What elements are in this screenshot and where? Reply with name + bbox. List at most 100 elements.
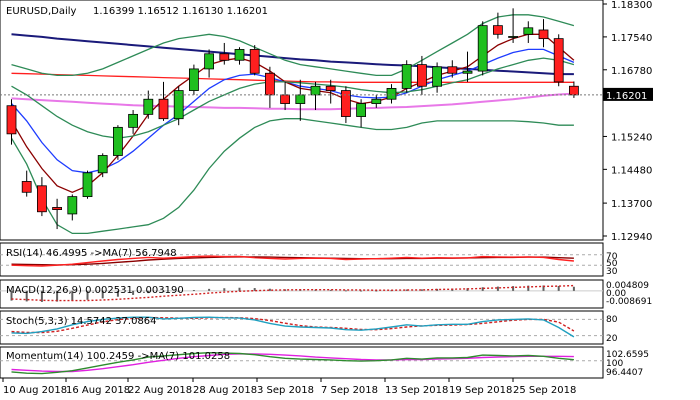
macd-level-zero: 0.00 — [606, 289, 626, 299]
macd-histogram-bar — [208, 288, 211, 291]
bullish-candle — [462, 70, 473, 74]
moving-average-line — [11, 57, 575, 139]
date-tick-label: 22 Aug 2018 — [128, 385, 192, 396]
date-tick-label: 28 Aug 2018 — [193, 385, 257, 396]
bearish-candle — [249, 49, 260, 74]
stoch-level-80: 80 — [606, 315, 618, 325]
rsi-pane-frame — [0, 242, 604, 277]
bearish-candle — [264, 72, 275, 96]
moving-average-line — [10, 118, 574, 235]
price-tick-label: 1.15240 — [611, 132, 652, 143]
rsi-level-70: 70 — [606, 252, 618, 262]
macd-histogram-bar — [375, 290, 378, 292]
rsi-lines — [0, 254, 603, 267]
macd-histogram-bar — [557, 285, 560, 291]
bullish-candle — [143, 98, 154, 115]
macd-histogram-bar — [420, 289, 423, 291]
macd-label: MACD(12,26,9) 0.002531 0.003190 — [6, 285, 184, 296]
macd-histogram-bar — [86, 290, 89, 300]
momentum-label: Momentum(14) 100.2459 ->MA(7) 101.0258 — [6, 351, 230, 362]
price-tick-label: 1.14480 — [611, 165, 652, 176]
macd-histogram-bar — [253, 288, 256, 291]
bullish-candle — [523, 27, 534, 35]
macd-histogram-bar — [177, 290, 180, 292]
date-tick-label: 13 Sep 2018 — [385, 385, 448, 396]
macd-histogram-bar — [329, 289, 332, 291]
bearish-candle — [21, 181, 32, 193]
date-tick-label: 25 Sep 2018 — [513, 385, 576, 396]
macd-histogram-bar — [405, 289, 408, 291]
date-tick-label: 3 Sep 2018 — [257, 385, 314, 396]
macd-lines — [0, 284, 603, 302]
macd-pane-frame — [0, 279, 604, 309]
macd-histogram-bar — [162, 290, 165, 293]
bearish-candle — [6, 105, 17, 135]
macd-histogram-bar — [132, 290, 135, 295]
macd-histogram-bar — [496, 286, 499, 291]
stoch-level-20: 20 — [606, 334, 618, 344]
momentum-line — [11, 351, 574, 375]
bullish-candle — [173, 90, 184, 120]
momentum-pane[interactable]: Momentum(14) 100.2459 ->MA(7) 101.0258 1… — [0, 346, 649, 379]
stochastic-label: Stoch(5,3,3) 14.5742 37.0864 — [6, 316, 157, 327]
bearish-candle — [280, 94, 291, 104]
stochastic-pane[interactable]: Stoch(5,3,3) 14.5742 37.0864 80 20 — [0, 310, 618, 345]
bullish-candle — [204, 53, 215, 70]
macd-histogram-bar — [238, 287, 241, 291]
bullish-candle — [234, 49, 245, 61]
macd-histogram-bar — [268, 288, 271, 291]
price-pane[interactable]: EURUSD,Daily 1.16399 1.16512 1.16130 1.1… — [0, 0, 653, 243]
date-tick-label: 19 Sep 2018 — [449, 385, 512, 396]
macd-histogram-bar — [25, 290, 28, 302]
ohlc-values: 1.16399 1.16512 1.16130 1.16201 — [93, 6, 268, 17]
bullish-candle — [371, 98, 382, 104]
bearish-candle — [416, 64, 427, 87]
bullish-candle — [97, 155, 108, 174]
rsi-ma-line — [11, 256, 574, 266]
bullish-candle — [310, 85, 321, 96]
stoch-signal-line — [11, 316, 575, 334]
bullish-candle — [113, 126, 123, 156]
macd-histogram-bar — [512, 286, 515, 291]
bearish-candle — [37, 185, 47, 213]
bearish-candle — [340, 90, 351, 117]
macd-histogram-bar — [223, 288, 226, 291]
momentum-lines — [0, 351, 603, 375]
price-axis: 1.18300 1.17540 1.16780 1.15240 1.14480 1.137… — [603, 0, 652, 243]
bearish-candle — [219, 53, 230, 61]
macd-histogram-bar — [527, 285, 530, 291]
macd-histogram-bar — [10, 290, 13, 301]
macd-histogram-bar — [360, 290, 363, 292]
momentum-level-100: 100 — [606, 359, 623, 369]
bearish-candle — [52, 207, 62, 210]
bearish-candle — [158, 98, 169, 120]
macd-histogram-bar — [192, 290, 195, 292]
current-price-text: 1.16201 — [606, 91, 647, 102]
momentum-ma-line — [11, 353, 574, 373]
macd-histogram-bar — [542, 285, 545, 291]
bullish-candle — [295, 94, 306, 104]
candlesticks — [0, 8, 603, 230]
macd-histogram-bar — [56, 290, 59, 302]
macd-histogram-bar — [101, 290, 104, 299]
rsi-level-50: 50 — [606, 259, 618, 269]
date-tick-label: 7 Sep 2018 — [321, 385, 378, 396]
price-tick-label: 1.16780 — [611, 66, 652, 77]
price-tick-label: 1.12940 — [611, 232, 652, 243]
bearish-candle — [569, 85, 579, 96]
stochastic-pane-frame — [0, 310, 604, 345]
bullish-candle — [432, 66, 443, 87]
macd-pane[interactable]: MACD(12,26,9) 0.002531 0.003190 0.004809… — [0, 279, 652, 309]
rsi-pane[interactable]: RSI(14) 46.4995 ->MA(7) 56.7948 70 50 30 — [0, 242, 618, 277]
bullish-candle — [356, 103, 367, 117]
macd-signal-line — [11, 284, 574, 302]
bullish-candle — [128, 113, 139, 128]
bullish-candle — [508, 36, 519, 38]
date-tick-label: 10 Aug 2018 — [3, 385, 67, 396]
moving-average-line — [11, 92, 574, 111]
current-price-badge: 1.16201 — [603, 87, 653, 102]
bullish-candle — [386, 88, 397, 100]
